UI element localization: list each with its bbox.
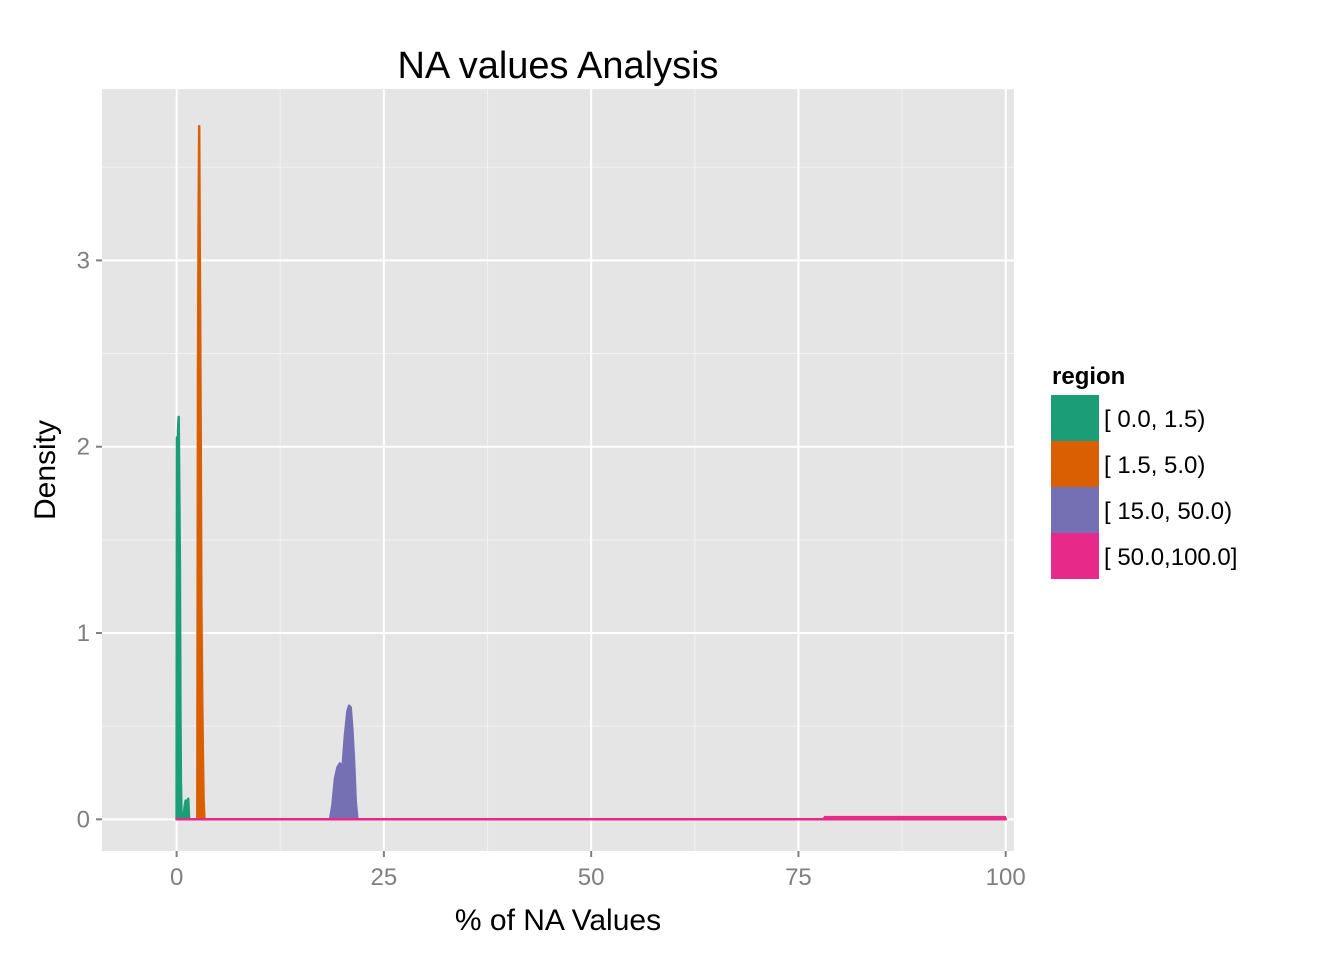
legend: region [ 0.0, 1.5) [ 1.5, 5.0) [ 15.0, 50.…	[1051, 363, 1237, 579]
y-tick-label: 3	[77, 247, 90, 274]
chart-title: NA values Analysis	[397, 45, 718, 87]
x-tick-label: 100	[986, 864, 1026, 891]
x-tick-label: 50	[578, 864, 605, 891]
legend-key-swatch	[1051, 533, 1099, 579]
legend-label: [ 15.0, 50.0)	[1104, 498, 1232, 525]
legend-label: [ 0.0, 1.5)	[1104, 406, 1205, 433]
legend-key-swatch	[1051, 441, 1099, 487]
density-areas	[175, 125, 1007, 821]
y-axis: 0 1 2 3	[77, 247, 102, 833]
minor-gridlines	[102, 89, 1014, 851]
density-area-series-3	[328, 704, 359, 821]
density-area-series-2	[196, 125, 206, 821]
legend-key-swatch	[1051, 395, 1099, 441]
legend-key-swatch	[1051, 487, 1099, 533]
legend-label: [ 50.0,100.0]	[1104, 544, 1237, 571]
y-axis-title: Density	[29, 420, 62, 520]
legend-title: region	[1052, 363, 1125, 390]
y-tick-label: 0	[77, 806, 90, 833]
panel-background	[102, 89, 1014, 851]
y-tick-label: 2	[77, 434, 90, 461]
x-tick-label: 25	[371, 864, 398, 891]
density-area-series-4	[175, 815, 1007, 821]
y-tick-label: 1	[77, 620, 90, 647]
legend-label: [ 1.5, 5.0)	[1104, 452, 1205, 479]
x-axis: 0 25 50 75 100	[170, 851, 1026, 891]
x-axis-title: % of NA Values	[455, 904, 661, 937]
density-area-series-1	[175, 415, 191, 821]
x-tick-label: 75	[785, 864, 812, 891]
x-tick-label: 0	[170, 864, 183, 891]
legend-items: [ 0.0, 1.5) [ 1.5, 5.0) [ 15.0, 50.0) [ 50.…	[1051, 395, 1237, 579]
